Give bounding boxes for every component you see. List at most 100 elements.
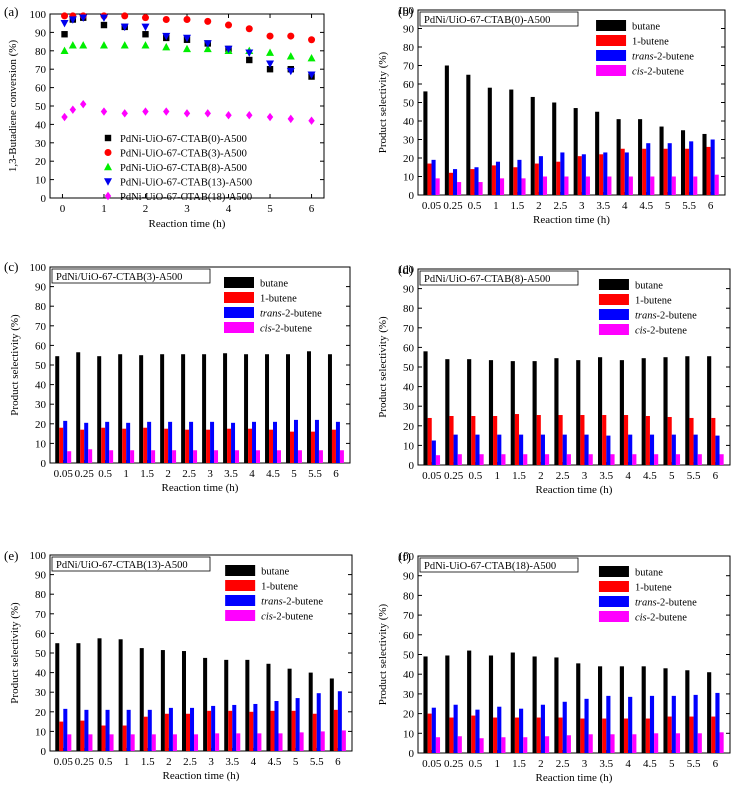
data-point xyxy=(204,17,212,25)
bar xyxy=(210,421,215,463)
bar xyxy=(67,451,72,463)
bar xyxy=(172,734,177,751)
bar xyxy=(523,454,528,465)
x-tick-label: 4 xyxy=(625,470,631,482)
bar xyxy=(479,738,484,753)
y-tick-label: 10 xyxy=(403,440,415,452)
x-tick-label: 0.25 xyxy=(75,468,95,480)
bar xyxy=(566,454,571,465)
x-tick-label: 4.5 xyxy=(639,200,653,212)
data-point xyxy=(183,44,191,53)
x-tick-label: 4 xyxy=(625,758,631,770)
bar xyxy=(595,111,600,195)
y-tick-label: 90 xyxy=(35,570,47,582)
data-point xyxy=(120,23,129,32)
data-point xyxy=(246,111,253,120)
series-4 xyxy=(61,99,315,125)
x-tick-label: 0.05 xyxy=(422,200,442,212)
bar xyxy=(667,716,672,753)
y-axis-title: Product selectivity (%) xyxy=(9,602,21,704)
data-point xyxy=(100,21,108,29)
legend-label-rest: -2-butene xyxy=(283,597,324,608)
panel-label: (f) xyxy=(398,549,411,564)
x-tick-label: 4.5 xyxy=(266,468,280,480)
chart-title: PdNi/UiO-67-CTAB(0)-A500 xyxy=(424,15,550,26)
bar xyxy=(663,148,668,195)
bar xyxy=(160,354,165,463)
x-tick-label: 0.5 xyxy=(99,756,113,768)
x-tick-label: 1.5 xyxy=(512,470,526,482)
y-tick-label: 50 xyxy=(35,101,47,113)
legend-label: cis-2-butene xyxy=(635,613,687,624)
x-tick-label: 5 xyxy=(669,470,675,482)
bar xyxy=(88,734,93,751)
x-tick-label: 6 xyxy=(309,203,315,215)
y-tick-label: 0 xyxy=(409,190,415,202)
bar xyxy=(620,148,625,195)
bar xyxy=(457,182,462,195)
x-tick-label: 1.5 xyxy=(140,468,154,480)
y-tick-label: 100 xyxy=(30,9,47,21)
legend-swatch xyxy=(225,595,256,606)
legend-label-rest: -2-butene xyxy=(282,309,323,320)
y-tick-label: 10 xyxy=(35,438,47,450)
legend-label: cis-2-butene xyxy=(632,67,684,78)
legend-label-rest: -2-butene xyxy=(647,326,688,337)
legend-marker xyxy=(104,134,112,142)
bar xyxy=(270,710,275,751)
bar xyxy=(97,638,102,751)
y-tick-label: 20 xyxy=(35,419,47,431)
x-tick-label: 1.5 xyxy=(511,200,525,212)
bar xyxy=(588,454,593,465)
bar xyxy=(63,708,68,751)
legend-label: cis-2-butene xyxy=(261,612,313,623)
legend-label: 1-butene xyxy=(635,583,672,594)
bar xyxy=(487,87,492,195)
bar xyxy=(168,421,173,463)
bar xyxy=(186,713,191,751)
legend-swatch xyxy=(225,565,256,576)
legend-label: PdNi-UiO-67-CTAB(13)-A500 xyxy=(120,178,252,189)
bar xyxy=(689,141,694,195)
bar xyxy=(519,708,524,753)
bar xyxy=(427,163,432,195)
bar xyxy=(474,167,479,195)
bar xyxy=(452,169,458,195)
bar xyxy=(306,351,311,463)
legend-label-italic: cis xyxy=(260,324,272,335)
x-tick-label: 3 xyxy=(579,200,585,212)
y-tick-label: 0 xyxy=(41,193,47,205)
bar xyxy=(84,422,89,463)
bar xyxy=(532,361,537,465)
legend-label: butane xyxy=(261,567,289,578)
bar xyxy=(623,718,629,753)
bar xyxy=(693,694,698,753)
data-point xyxy=(99,14,108,22)
bar xyxy=(554,657,559,753)
bar xyxy=(702,133,707,195)
data-point xyxy=(61,12,69,20)
bar xyxy=(566,735,571,753)
legend-label: cis-2-butene xyxy=(635,326,687,337)
bar xyxy=(540,434,545,465)
x-tick-label: 4 xyxy=(622,200,628,212)
series-2 xyxy=(60,41,316,62)
bar xyxy=(538,156,543,195)
bar xyxy=(84,709,89,751)
bar xyxy=(224,659,229,751)
data-point xyxy=(80,99,87,109)
bar xyxy=(689,417,694,465)
data-point xyxy=(203,40,212,48)
bar xyxy=(558,415,563,465)
y-tick-label: 100 xyxy=(30,550,47,562)
legend-label-rest: -2-butene xyxy=(657,598,698,609)
bar xyxy=(265,354,270,463)
bar xyxy=(164,713,169,751)
data-point xyxy=(266,48,275,56)
x-tick-label: 3.5 xyxy=(225,756,239,768)
data-point xyxy=(141,23,150,32)
data-point xyxy=(121,109,128,118)
bar xyxy=(552,102,557,195)
